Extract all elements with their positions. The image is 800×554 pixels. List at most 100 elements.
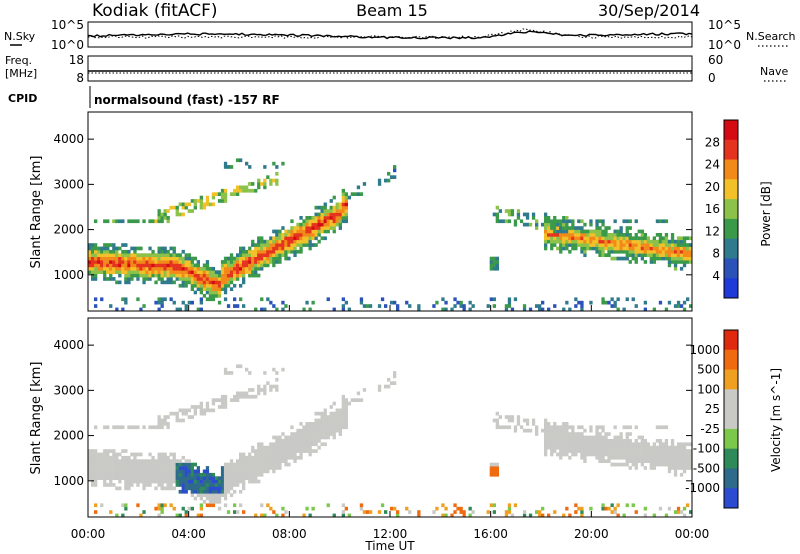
power-cell (538, 307, 542, 312)
power-cell (242, 304, 246, 308)
velocity-cell (112, 449, 116, 453)
power-cell (88, 270, 92, 274)
velocity-cell (664, 513, 669, 518)
velocity-cell (287, 435, 291, 440)
velocity-cell (610, 439, 614, 443)
power-cell (88, 260, 92, 264)
velocity-cell (341, 408, 345, 413)
velocity-cell (646, 445, 650, 450)
velocity-cell (589, 452, 593, 457)
power-cell (441, 307, 445, 312)
velocity-cell (613, 445, 617, 450)
colorbar-segment (724, 278, 738, 299)
velocity-cell (124, 479, 128, 484)
velocity-cell (568, 449, 572, 453)
velocity-cell (248, 388, 252, 392)
velocity-cell (335, 411, 339, 416)
power-cell (667, 249, 672, 254)
velocity-cell (205, 486, 210, 491)
velocity-cell (142, 466, 146, 470)
velocity-cell (329, 432, 333, 436)
velocity-cell (193, 479, 197, 484)
power-cell (248, 256, 252, 261)
y-tick-label: 3000 (53, 177, 84, 191)
power-cell (589, 239, 593, 244)
colorbar-tick-label: -25 (700, 422, 720, 436)
power-cell (160, 270, 164, 274)
velocity-cell (577, 442, 581, 447)
power-cell (492, 297, 496, 302)
velocity-cell (571, 428, 575, 433)
velocity-cell (356, 398, 361, 402)
velocity-cell (631, 449, 635, 453)
velocity-cell (616, 449, 620, 453)
power-cell (136, 273, 140, 278)
velocity-cell (329, 428, 333, 433)
velocity-cell (124, 503, 128, 508)
power-cell (257, 236, 261, 241)
velocity-cell (202, 476, 207, 480)
velocity-cell (272, 459, 276, 463)
velocity-cell (556, 428, 560, 433)
velocity-cell (181, 506, 185, 511)
velocity-cell (580, 442, 584, 447)
power-cell (344, 209, 348, 213)
power-cell (652, 253, 656, 257)
power-cell (559, 246, 563, 251)
power-cell (263, 253, 267, 257)
power-cell (275, 260, 279, 264)
power-cell (516, 212, 521, 217)
power-cell (133, 266, 137, 271)
power-cell (251, 256, 255, 261)
power-cell (613, 249, 617, 254)
power-cell (223, 277, 228, 281)
power-cell (601, 236, 605, 241)
power-cell (396, 307, 400, 312)
velocity-cell (583, 455, 587, 460)
velocity-cell (589, 435, 593, 440)
velocity-cell (287, 445, 291, 450)
power-cell (233, 270, 237, 274)
velocity-cell (163, 452, 167, 457)
power-cell (272, 246, 276, 251)
power-cell (489, 256, 493, 261)
power-cell (166, 273, 170, 278)
velocity-cell (196, 513, 200, 518)
power-cell (607, 243, 611, 247)
power-cell (676, 243, 681, 247)
velocity-cell (293, 442, 297, 447)
power-cell (181, 260, 185, 264)
power-cell (655, 233, 660, 237)
power-cell (181, 283, 185, 288)
velocity-cell (118, 425, 122, 430)
velocity-cell (157, 472, 161, 477)
power-cell (592, 239, 596, 244)
velocity-cell (652, 452, 656, 457)
velocity-cell (160, 510, 164, 514)
power-cell (136, 260, 140, 264)
power-cell (181, 277, 185, 281)
velocity-cell (223, 489, 228, 494)
velocity-cell (94, 483, 98, 487)
velocity-cell (595, 435, 599, 440)
velocity-cell (550, 425, 554, 430)
power-cell (598, 229, 602, 234)
power-cell (586, 236, 590, 241)
power-cell (550, 243, 554, 247)
velocity-cell (664, 439, 669, 443)
power-cell (142, 270, 146, 274)
velocity-cell (510, 415, 515, 419)
power-cell (568, 236, 572, 241)
power-cell (293, 249, 297, 254)
power-cell (335, 222, 339, 227)
velocity-cell (679, 462, 684, 467)
velocity-cell (175, 411, 179, 416)
velocity-cell (175, 462, 179, 467)
velocity-cell (625, 452, 629, 457)
velocity-cell (245, 462, 249, 467)
power-cell (311, 236, 315, 241)
power-cell (293, 226, 297, 230)
power-cell (121, 263, 125, 268)
power-cell (553, 243, 557, 247)
velocity-cell (305, 449, 309, 453)
